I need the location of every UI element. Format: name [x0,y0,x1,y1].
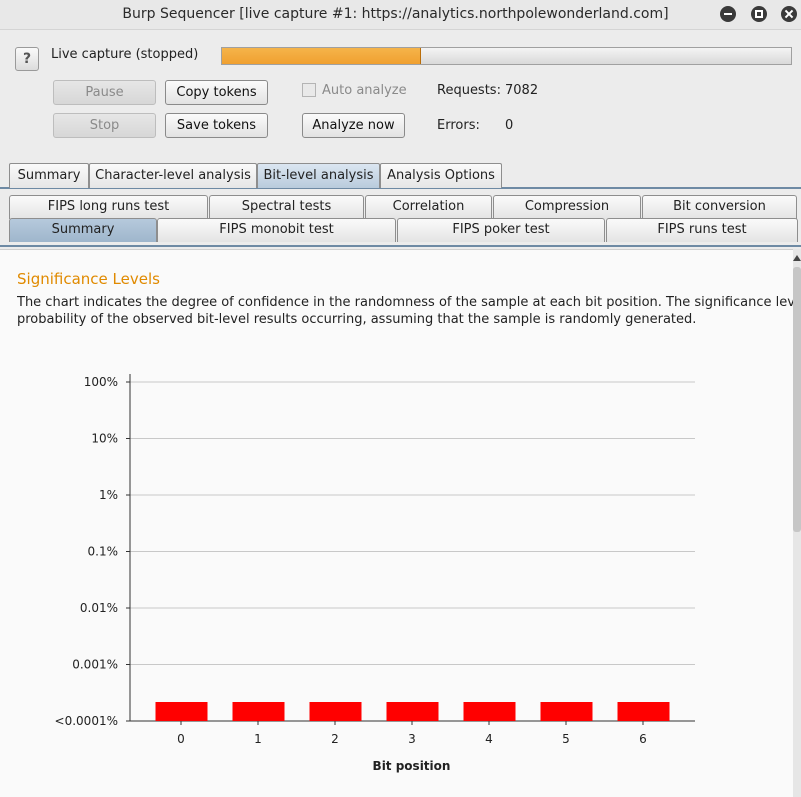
x-tick-label: 6 [639,732,647,746]
x-tick-label: 4 [485,732,493,746]
window-title: Burp Sequencer [live capture #1: https:/… [122,6,669,22]
stop-button[interactable]: Stop [53,113,156,138]
auto-analyze-checkbox[interactable] [302,83,316,97]
subtab-fips-runs-test[interactable]: FIPS runs test [606,218,798,242]
section-description: The chart indicates the degree of confid… [17,294,793,328]
errors-label: Errors: [437,118,480,133]
bar-bit-5 [540,702,593,721]
requests-value: 7082 [505,83,539,98]
scroll-up-icon[interactable] [793,253,801,263]
y-tick-label: 0.001% [72,658,118,672]
x-axis-label: Bit position [373,759,451,773]
save-tokens-button[interactable]: Save tokens [165,113,268,138]
subtab-spectral-tests[interactable]: Spectral tests [209,195,364,219]
y-tick-label: 1% [99,488,118,502]
x-tick-label: 5 [562,732,570,746]
description-line-2: probability of the observed bit-level re… [17,312,697,327]
tab-analysis-options[interactable]: Analysis Options [380,163,502,188]
subtab-fips-monobit-test[interactable]: FIPS monobit test [157,218,396,242]
bar-bit-6 [617,702,670,721]
help-icon[interactable]: ? [15,47,39,71]
y-tick-label: 100% [84,375,118,389]
y-tick-label: 0.1% [88,545,119,559]
y-tick-label: <0.0001% [55,714,118,728]
description-line-1: The chart indicates the degree of confid… [17,295,793,310]
section-heading: Significance Levels [17,270,160,288]
y-tick-label: 10% [91,432,118,446]
title-bar: Burp Sequencer [live capture #1: https:/… [0,0,801,30]
main-tab-bar: Summary Character-level analysis Bit-lev… [0,163,801,189]
vertical-scrollbar[interactable] [793,249,801,797]
bar-bit-3 [386,702,439,721]
capture-status: Live capture (stopped) [51,47,199,62]
sub-tab-bar: FIPS long runs test Spectral tests Corre… [0,195,801,247]
auto-analyze-label: Auto analyze [322,83,407,98]
copy-tokens-button[interactable]: Copy tokens [165,80,268,105]
tab-character-level-analysis[interactable]: Character-level analysis [89,163,257,188]
errors-value: 0 [505,118,514,133]
significance-chart: 100% 10% 1% 0.1% 0.01% 0.001% <0.0001% 0 1 2 3 4 5 6 B… [55,374,695,773]
scrollbar-thumb[interactable] [793,267,801,532]
y-tick-label: 0.01% [80,601,118,615]
subtab-bit-conversion[interactable]: Bit conversion [642,195,797,219]
bar-bit-1 [232,702,285,721]
x-tick-label: 2 [331,732,339,746]
minimize-icon[interactable] [720,6,736,22]
subtab-correlation[interactable]: Correlation [365,195,492,219]
bar-bit-0 [155,702,208,721]
close-icon[interactable] [781,6,797,22]
requests-label: Requests: [437,83,501,98]
subtab-fips-long-runs-test[interactable]: FIPS long runs test [9,195,208,219]
maximize-icon[interactable] [751,6,767,22]
x-tick-label: 0 [177,732,185,746]
capture-progress-bar [221,47,792,65]
x-tick-label: 1 [254,732,262,746]
pause-button[interactable]: Pause [53,80,156,105]
subtab-summary[interactable]: Summary [9,218,157,242]
subtab-fips-poker-test[interactable]: FIPS poker test [397,218,605,242]
bar-bit-2 [309,702,362,721]
x-tick-label: 3 [408,732,416,746]
subtab-compression[interactable]: Compression [493,195,641,219]
tab-bit-level-analysis[interactable]: Bit-level analysis [257,163,380,188]
tab-summary[interactable]: Summary [9,163,89,188]
analyze-now-button[interactable]: Analyze now [302,113,405,138]
bar-bit-4 [463,702,516,721]
progress-fill [222,48,422,64]
